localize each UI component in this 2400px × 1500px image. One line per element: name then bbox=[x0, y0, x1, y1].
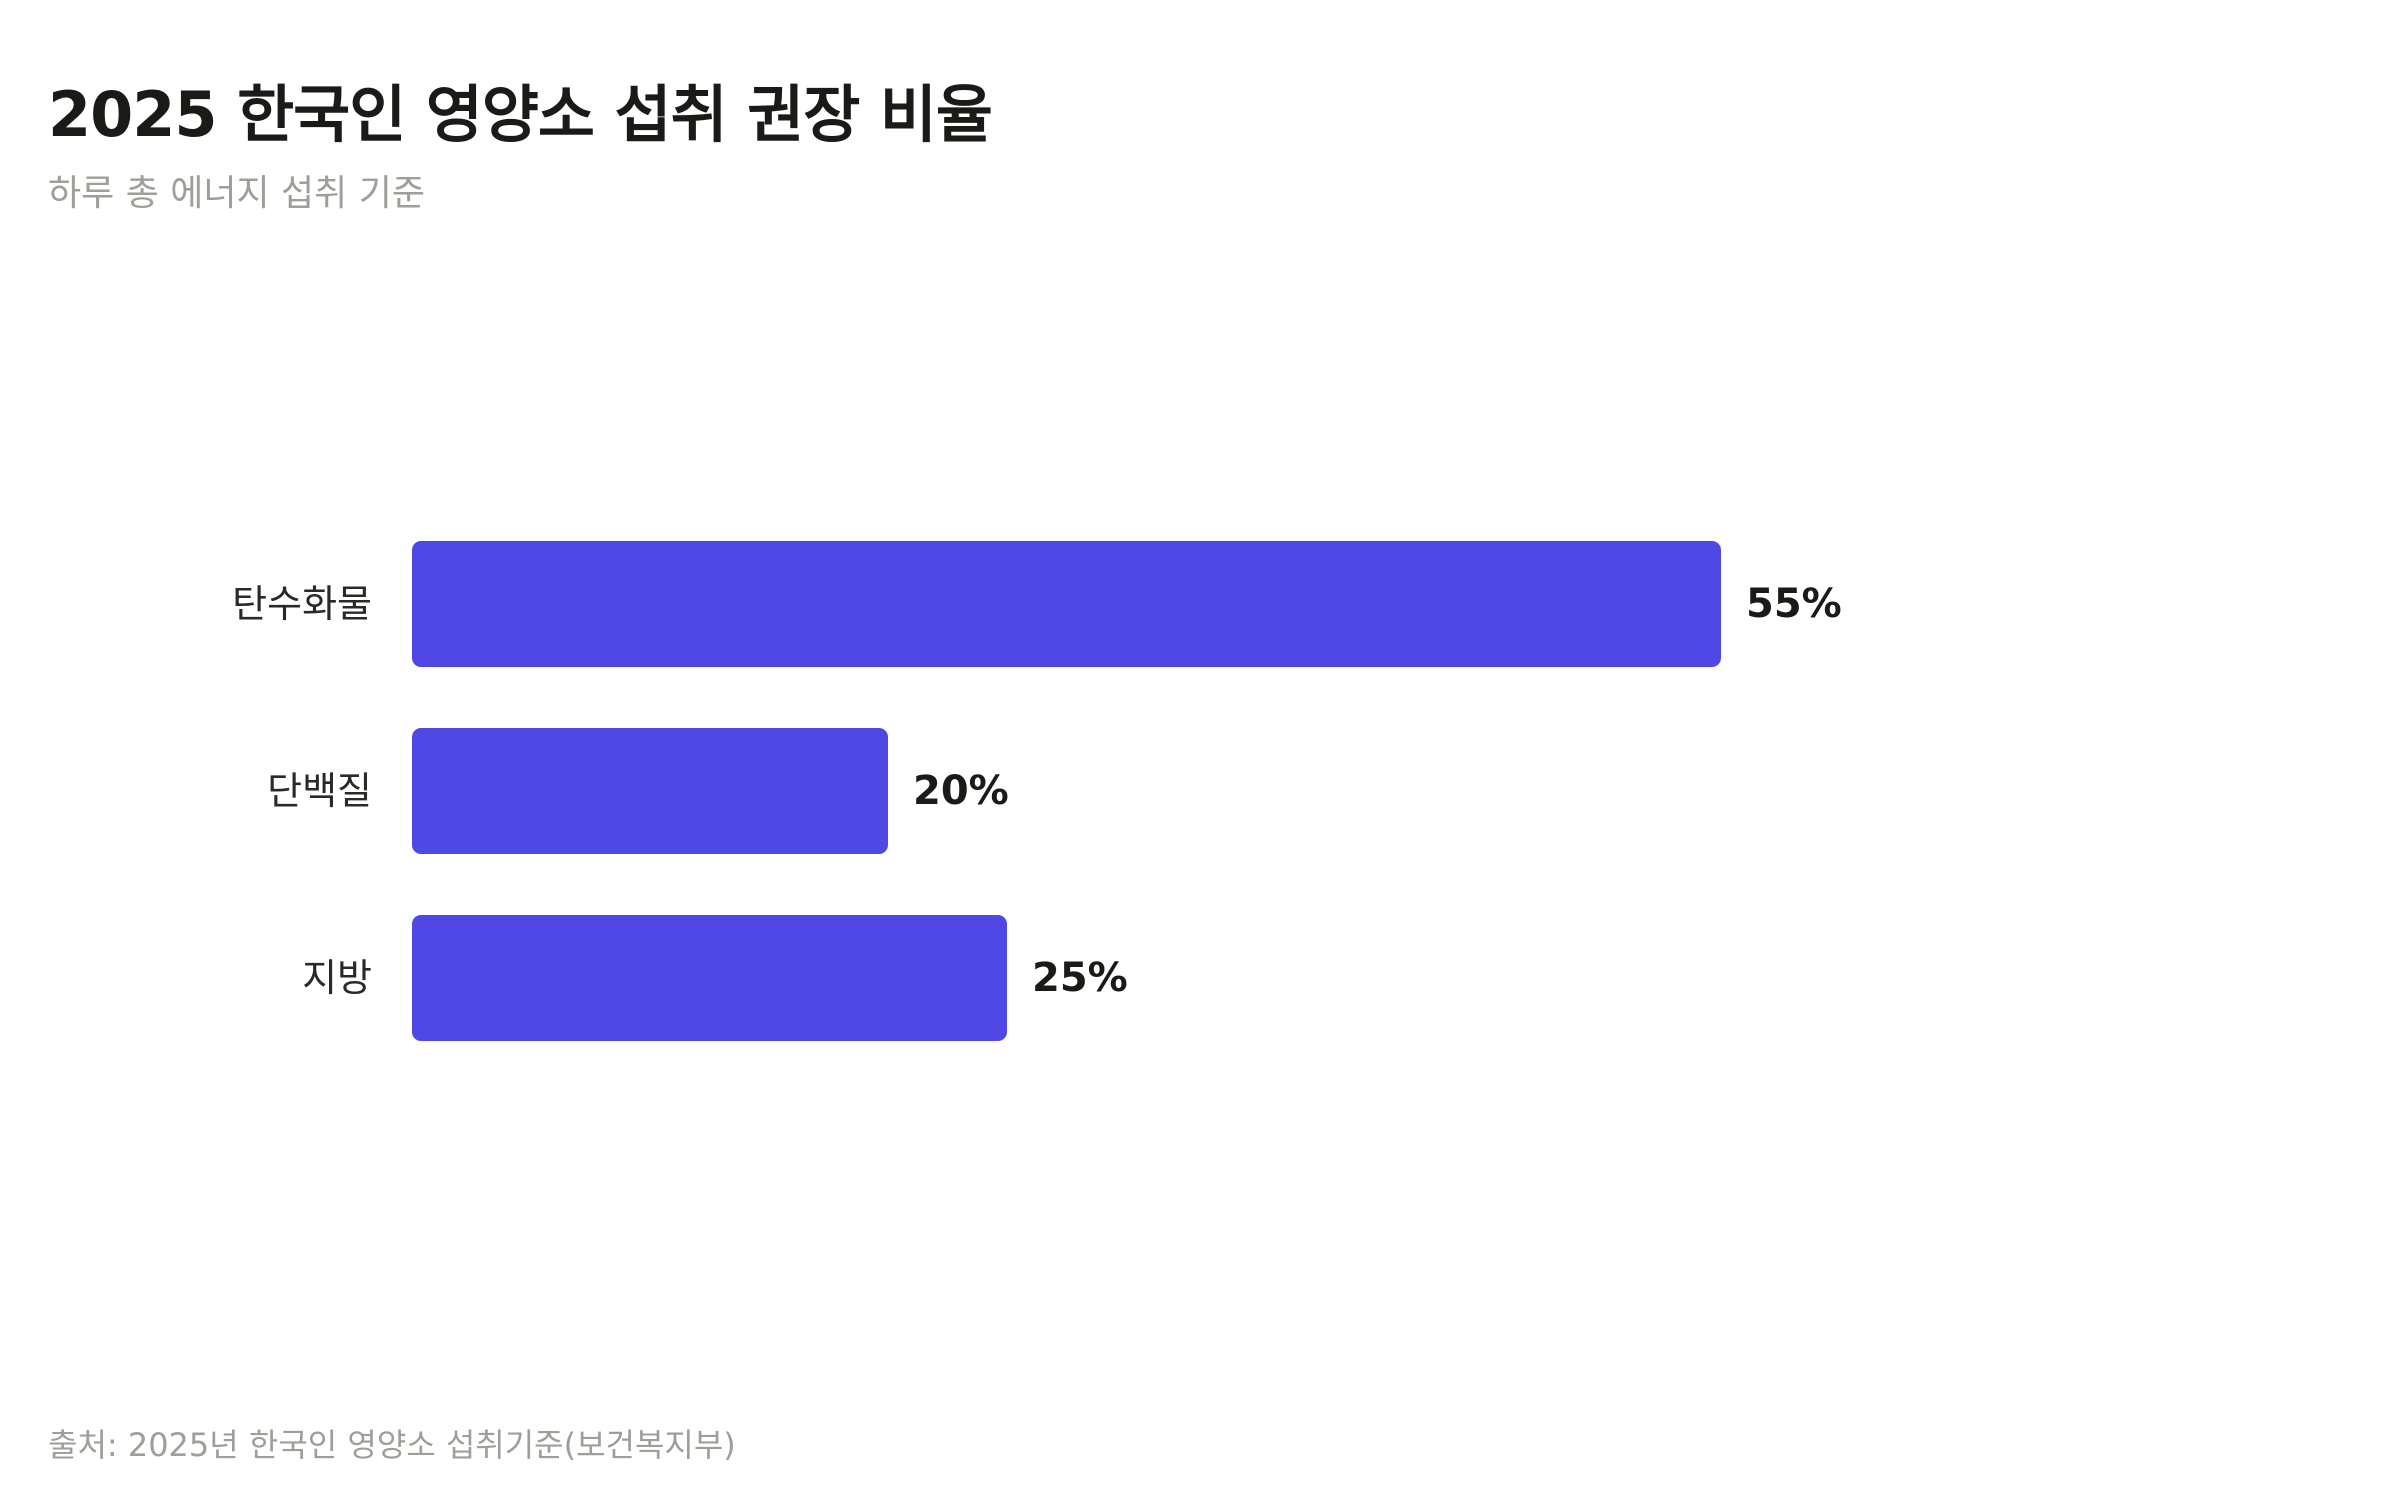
category-label: 탄수화물 bbox=[232, 582, 372, 626]
bar-1 bbox=[412, 541, 1721, 667]
category-label: 단백질 bbox=[267, 769, 372, 813]
bar-2 bbox=[412, 728, 888, 854]
value-label: 55% bbox=[1746, 581, 1842, 627]
bar-3 bbox=[412, 915, 1007, 1041]
value-label: 25% bbox=[1032, 955, 1128, 1001]
value-label: 20% bbox=[913, 768, 1009, 814]
chart-title: 2025 한국인 영양소 섭취 권장 비율 bbox=[48, 78, 993, 151]
chart-subtitle: 하루 총 에너지 섭취 기준 bbox=[48, 173, 425, 214]
category-label: 지방 bbox=[302, 956, 372, 1000]
source-note: 출처: 2025년 한국인 영양소 섭취기준(보건복지부) bbox=[48, 1426, 736, 1464]
